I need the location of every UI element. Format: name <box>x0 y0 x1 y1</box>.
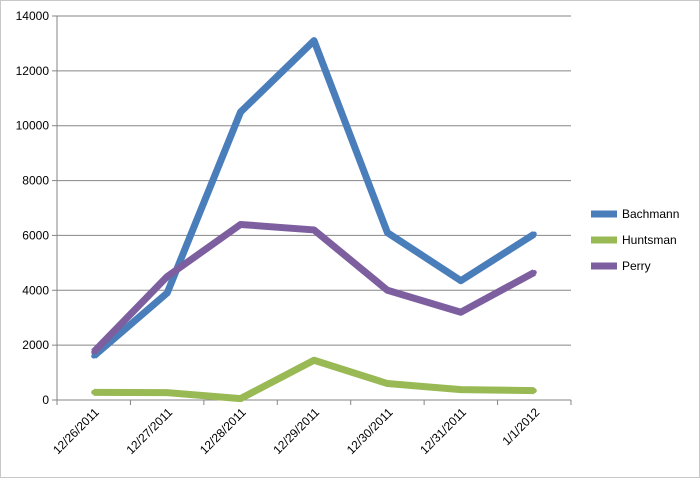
data-point-perry <box>531 269 537 275</box>
data-point-huntsman <box>458 387 464 393</box>
data-point-huntsman <box>91 389 97 395</box>
x-tick-label: 1/1/2012 <box>499 405 542 448</box>
x-tick-label: 12/30/2011 <box>344 405 396 457</box>
y-tick-label: 10000 <box>16 119 50 133</box>
series-lines <box>91 37 537 403</box>
data-point-perry <box>311 227 317 233</box>
data-point-bachmann <box>531 231 537 237</box>
legend-label-bachmann: Bachmann <box>622 207 679 221</box>
legend: Bachmann Huntsman Perry <box>591 207 679 273</box>
data-point-perry <box>458 309 464 315</box>
data-point-huntsman <box>384 381 390 387</box>
y-tick-label: 4000 <box>22 283 49 297</box>
grid-lines <box>57 15 571 346</box>
y-tick-label: 8000 <box>22 174 49 188</box>
x-tick-label: 12/28/2011 <box>197 405 249 457</box>
data-point-perry <box>164 274 170 280</box>
data-point-huntsman <box>164 390 170 396</box>
data-point-perry <box>91 349 97 355</box>
x-tick-label: 12/27/2011 <box>124 405 176 457</box>
y-tick-label: 2000 <box>22 338 49 352</box>
x-tick-label: 12/31/2011 <box>417 405 469 457</box>
data-point-bachmann <box>384 230 390 236</box>
data-point-bachmann <box>91 353 97 359</box>
y-tick-label: 6000 <box>22 228 49 242</box>
series-line-huntsman <box>93 356 535 403</box>
y-axis-tick-labels: 0 2000 4000 6000 8000 10000 12000 14000 <box>16 9 50 407</box>
series-line-perry <box>91 220 536 355</box>
data-point-perry <box>384 287 390 293</box>
y-tick-label: 14000 <box>16 9 50 23</box>
y-tick-label: 0 <box>42 393 49 407</box>
y-tick-label: 12000 <box>16 64 50 78</box>
data-point-bachmann <box>238 109 244 115</box>
data-point-perry <box>238 221 244 227</box>
data-point-bachmann <box>458 278 464 284</box>
legend-label-huntsman: Huntsman <box>622 233 677 247</box>
x-tick-label: 12/29/2011 <box>270 405 322 457</box>
data-point-huntsman <box>311 357 317 363</box>
x-axis-tick-labels: 12/26/2011 12/27/2011 12/28/2011 12/29/2011… <box>50 405 543 457</box>
legend-label-perry: Perry <box>622 259 651 273</box>
x-tick-label: 12/26/2011 <box>50 405 102 457</box>
axes <box>52 15 572 405</box>
data-point-bachmann <box>311 38 317 44</box>
data-point-huntsman <box>531 388 537 394</box>
data-point-bachmann <box>164 290 170 296</box>
data-point-huntsman <box>238 396 244 402</box>
